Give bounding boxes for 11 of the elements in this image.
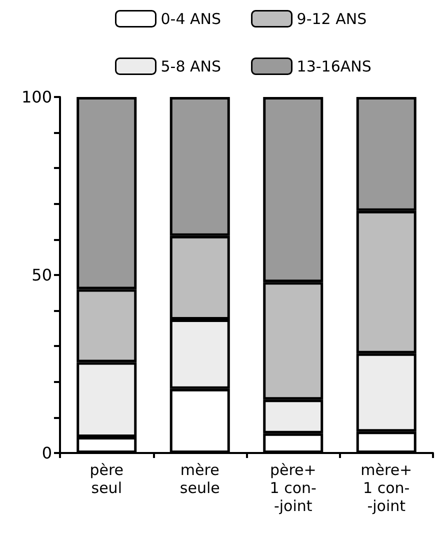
legend-label: 0-4 ANS [160,10,222,28]
legend-label: 5-8 ANS [160,57,222,76]
x-tick-label: mère seule [180,461,220,497]
x-tick-label: père seul [90,461,124,497]
y-tick-label: 100 [21,88,52,106]
y-tick-label: 50 [32,266,52,284]
legend-label: 13-16ANS [296,57,372,76]
y-tick-label: 0 [42,444,52,462]
x-tick-label: mère+ 1 con- -joint [360,461,412,515]
x-tick-label: père+ 1 con- -joint [270,461,316,515]
legend-label: 9-12 ANS [296,10,367,28]
